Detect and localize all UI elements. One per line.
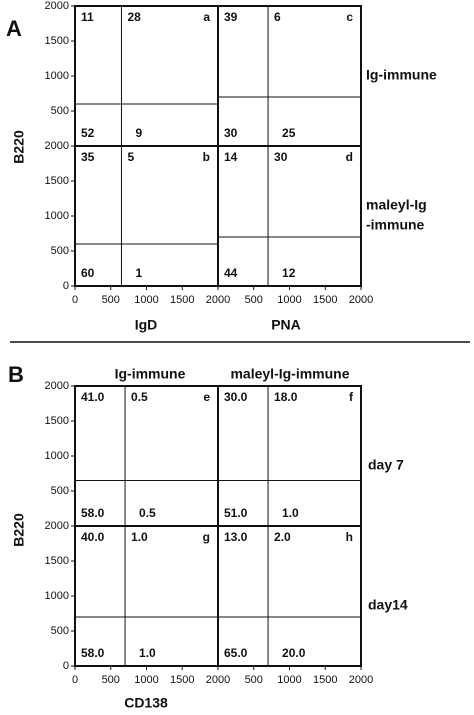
- row-label: -immune: [366, 217, 425, 233]
- quadrant-percent: 28: [127, 10, 141, 24]
- panel-letter: c: [346, 10, 353, 24]
- quadrant-percent: 1.0: [282, 506, 299, 520]
- x-axis-label: CD138: [124, 695, 168, 711]
- quadrant-percent: 0.5: [131, 390, 148, 404]
- y-tick-label: 1000: [45, 450, 69, 462]
- quadrant-percent: 2.0: [274, 530, 291, 544]
- quadrant-percent: 18.0: [274, 390, 298, 404]
- quadrant-percent: 39: [224, 10, 238, 24]
- quadrant-percent: 1.0: [139, 646, 156, 660]
- y-tick-label: 1500: [45, 555, 69, 567]
- panel-frame: [217, 385, 362, 527]
- y-tick-label: 2000: [45, 380, 69, 392]
- panel-frame: [74, 5, 219, 147]
- x-axis-label: PNA: [271, 317, 301, 333]
- y-tick-label: 0: [63, 280, 69, 292]
- y-axis-label: B220: [11, 513, 27, 547]
- y-tick-label: 1500: [45, 35, 69, 47]
- x-tick-label: 1500: [170, 674, 194, 686]
- x-tick-label: 0: [72, 294, 78, 306]
- quadrant-percent: 5: [127, 150, 134, 164]
- y-tick-label: 1000: [45, 210, 69, 222]
- section-label: B: [8, 362, 24, 387]
- panel-letter: f: [349, 390, 354, 404]
- y-tick-label: 1000: [45, 590, 69, 602]
- y-tick-label: 500: [51, 485, 69, 497]
- quadrant-percent: 40.0: [81, 530, 105, 544]
- y-tick-label: 1000: [45, 70, 69, 82]
- row-label: Ig-immune: [366, 67, 437, 83]
- quadrant-percent: 30.0: [224, 390, 248, 404]
- x-tick-label: 2000: [206, 674, 230, 686]
- x-tick-label: 1000: [277, 294, 301, 306]
- quadrant-percent: 20.0: [282, 646, 306, 660]
- panel-frame: [217, 525, 362, 667]
- x-tick-label: 2000: [206, 294, 230, 306]
- x-tick-label: 2000: [349, 294, 373, 306]
- y-tick-label: 2000: [45, 520, 69, 532]
- y-axis-label: B220: [11, 130, 27, 164]
- panel-frame: [74, 385, 219, 527]
- quadrant-percent: 0.5: [139, 506, 156, 520]
- quadrant-percent: 30: [274, 150, 288, 164]
- quadrant-percent: 12: [282, 266, 296, 280]
- quadrant-percent: 51.0: [224, 506, 248, 520]
- quadrant-percent: 58.0: [81, 506, 105, 520]
- row-label: day14: [368, 597, 408, 613]
- row-label: day 7: [368, 457, 404, 473]
- x-tick-label: 1500: [170, 294, 194, 306]
- panel-letter: d: [346, 150, 353, 164]
- x-tick-label: 0: [72, 674, 78, 686]
- y-tick-label: 500: [51, 105, 69, 117]
- y-tick-label: 0: [63, 660, 69, 672]
- quadrant-percent: 52: [81, 126, 95, 140]
- y-tick-label: 2000: [45, 140, 69, 152]
- quadrant-percent: 1.0: [131, 530, 148, 544]
- y-tick-label: 500: [51, 625, 69, 637]
- row-label: maleyl-Ig: [366, 197, 427, 213]
- quadrant-percent: 6: [274, 10, 281, 24]
- quadrant-percent: 13.0: [224, 530, 248, 544]
- quadrant-percent: 44: [224, 266, 238, 280]
- panel-frame: [74, 525, 219, 667]
- panel-frame: [217, 5, 362, 147]
- panel-letter: a: [203, 10, 210, 24]
- quadrant-percent: 35: [81, 150, 95, 164]
- x-tick-label: 2000: [349, 674, 373, 686]
- y-tick-label: 500: [51, 245, 69, 257]
- panel-frame: [74, 145, 219, 287]
- quadrant-percent: 41.0: [81, 390, 105, 404]
- x-tick-label: 1000: [134, 674, 158, 686]
- x-tick-label: 500: [102, 294, 120, 306]
- quadrant-percent: 65.0: [224, 646, 248, 660]
- x-tick-label: 1500: [313, 674, 337, 686]
- column-label: maleyl-Ig-immune: [230, 366, 349, 382]
- quadrant-percent: 1: [135, 266, 142, 280]
- column-label: Ig-immune: [115, 366, 186, 382]
- quadrant-percent: 25: [282, 126, 296, 140]
- panel-letter: b: [203, 150, 210, 164]
- y-tick-label: 1500: [45, 175, 69, 187]
- panel-letter: e: [203, 390, 210, 404]
- section-label: A: [6, 16, 22, 41]
- x-tick-label: 1500: [313, 294, 337, 306]
- x-tick-label: 500: [245, 294, 263, 306]
- quadrant-percent: 14: [224, 150, 238, 164]
- y-tick-label: 1500: [45, 415, 69, 427]
- x-tick-label: 1000: [134, 294, 158, 306]
- quadrant-percent: 11: [81, 10, 94, 24]
- panel-letter: g: [203, 530, 210, 544]
- x-tick-label: 500: [245, 674, 263, 686]
- y-tick-label: 2000: [45, 0, 69, 12]
- quadrant-percent: 30: [224, 126, 238, 140]
- panel-letter: h: [346, 530, 353, 544]
- quadrant-percent: 60: [81, 266, 95, 280]
- quadrant-percent: 9: [135, 126, 142, 140]
- quadrant-percent: 58.0: [81, 646, 105, 660]
- x-tick-label: 500: [102, 674, 120, 686]
- x-axis-label: IgD: [135, 317, 158, 333]
- panel-frame: [217, 145, 362, 287]
- x-tick-label: 1000: [277, 674, 301, 686]
